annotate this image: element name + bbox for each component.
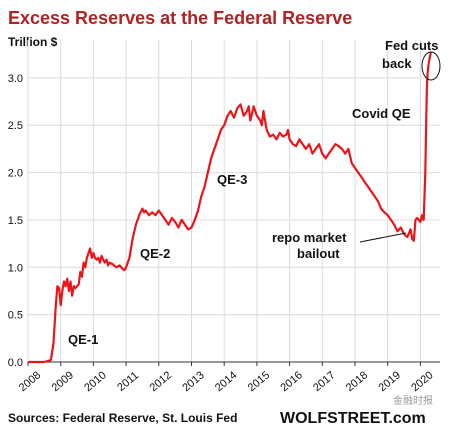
x-tick-label: 2015 bbox=[246, 369, 272, 394]
series-line-excess-reserves bbox=[28, 52, 432, 364]
y-tick-label: 0.5 bbox=[8, 310, 23, 322]
x-tick-label: 2010 bbox=[82, 369, 108, 394]
annotation-covid-qe: Covid QE bbox=[352, 106, 411, 121]
x-tick-label: 2011 bbox=[115, 370, 141, 394]
y-tick-label: 0.0 bbox=[8, 357, 23, 369]
annotation-repo-line1: repo market bbox=[272, 230, 347, 245]
y-tick-label: 1.5 bbox=[8, 215, 23, 227]
chart-title: Excess Reserves at the Federal Reserve bbox=[8, 8, 352, 28]
grid bbox=[27, 40, 440, 362]
x-tick-label: 2014 bbox=[213, 369, 239, 394]
annotation-qe3: QE-3 bbox=[217, 172, 247, 187]
annotation-repo-pointer bbox=[359, 232, 407, 243]
x-tick-label: 2020 bbox=[409, 369, 435, 394]
y-tick-label: 2.5 bbox=[8, 120, 23, 132]
watermark-text: 金融时报 bbox=[393, 394, 433, 407]
x-tick-label: 2008 bbox=[17, 369, 43, 394]
source-note: Sources: Federal Reserve, St. Louis Fed bbox=[8, 411, 237, 425]
annotation-qe1: QE-1 bbox=[68, 332, 98, 347]
annotation-fed-cuts-line1: Fed cuts bbox=[385, 38, 438, 53]
x-tick-label: 2018 bbox=[344, 369, 370, 394]
x-tick-label: 2017 bbox=[311, 369, 337, 394]
annotation-fed-cuts-line2: back bbox=[382, 56, 412, 71]
x-tick-label: 2019 bbox=[377, 369, 403, 394]
y-tick-label: 2.0 bbox=[8, 168, 23, 180]
x-tick-label: 2013 bbox=[180, 369, 206, 394]
annotation-circle bbox=[421, 51, 441, 81]
annotation-qe2: QE-2 bbox=[140, 246, 170, 261]
x-tick-label: 2016 bbox=[278, 369, 304, 394]
x-tick-label: 2009 bbox=[50, 369, 76, 394]
y-tick-label: 1.0 bbox=[8, 262, 23, 274]
x-tick-label: 2012 bbox=[148, 369, 174, 394]
y-unit-label: Trillion $ bbox=[8, 35, 58, 49]
brand-logo-text: WOLFSTREET.com bbox=[280, 410, 426, 427]
y-tick-label: 3.0 bbox=[8, 73, 23, 85]
annotation-repo-line2: bailout bbox=[297, 246, 340, 261]
